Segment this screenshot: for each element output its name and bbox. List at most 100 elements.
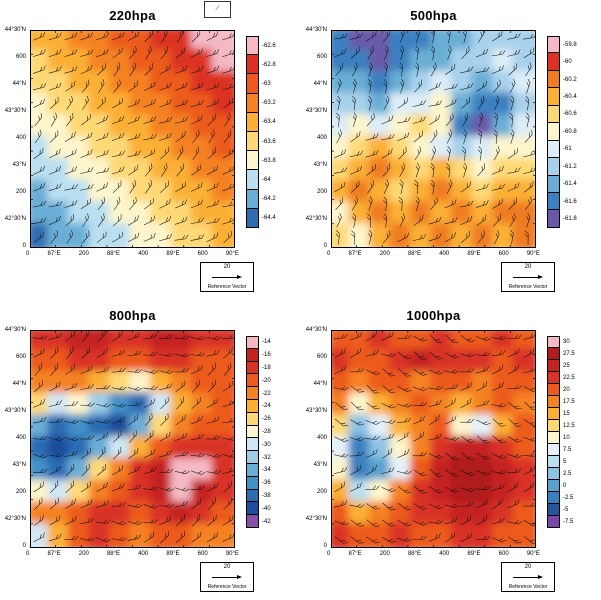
- panel-title: 220hpa: [109, 8, 156, 23]
- colorbar-swatch: [547, 158, 560, 176]
- contour-plot: [331, 30, 536, 248]
- colorbar-row: -42: [246, 515, 271, 528]
- panel-title: 1000hpa: [406, 308, 461, 323]
- panel-1000hpa: 1000hpa 44°30'N 600 44°N 43°30'N 400 43°N 200 4…: [301, 300, 601, 600]
- colorbar-label: -64.4: [262, 215, 276, 222]
- colorbar: -14 -16 -18 -20 -22 -24 -26 -28 -30 -32 -34 -36 -38 -…: [246, 336, 271, 528]
- colorbar-label: -64: [262, 176, 271, 183]
- colorbar-label: -14: [262, 339, 271, 346]
- contour-plot: [30, 30, 235, 248]
- reference-vector-label: Reference Vector: [508, 284, 548, 290]
- y-tick-label: 600: [15, 54, 26, 60]
- colorbar-swatch: [246, 399, 259, 413]
- colorbar-swatch: [547, 372, 560, 384]
- colorbar-row: -30: [246, 438, 271, 452]
- colorbar-row: -34: [246, 463, 271, 477]
- y-tick-label: 44°N: [12, 381, 26, 387]
- colorbar-row: -62.8: [246, 55, 276, 75]
- reference-vector-label: Reference Vector: [207, 584, 247, 590]
- colorbar: -62.6 -62.8 -63 -63.2 -63.4 -63.6 -63.8 -64 -64.…: [246, 36, 276, 228]
- colorbar-row: -28: [246, 425, 271, 439]
- colorbar-swatch: [246, 151, 259, 171]
- reference-vector-value: 20: [223, 264, 231, 270]
- plot-border: [331, 330, 536, 548]
- colorbar-swatch: [547, 123, 560, 141]
- colorbar-label: -5: [563, 507, 569, 513]
- y-tick-label: 44°30'N: [305, 327, 327, 333]
- x-tick-label: 87°E: [348, 251, 362, 257]
- colorbar-row: -16: [246, 348, 271, 362]
- wind-barbs: [32, 30, 235, 244]
- colorbar-row: -38: [246, 489, 271, 503]
- y-tick-label: 42°30'N: [305, 216, 327, 222]
- y-tick-label: 43°30'N: [4, 108, 26, 114]
- colorbar-label: -63.4: [262, 119, 276, 126]
- colorbar-label: -60: [563, 59, 572, 66]
- colorbar-label: -18: [262, 364, 271, 371]
- colorbar-label: -61.8: [563, 216, 577, 223]
- plot-border: [30, 30, 235, 248]
- colorbar-row: -63: [246, 74, 276, 94]
- colorbar-row: -59.8: [547, 36, 577, 54]
- y-tick-label: 43°N: [313, 162, 327, 168]
- x-tick-label: 89°E: [166, 551, 180, 557]
- y-tick-label: 200: [15, 489, 26, 495]
- colorbar-swatch: [547, 105, 560, 124]
- colorbar-row: -40: [246, 502, 271, 516]
- contour-plot: [331, 330, 536, 548]
- y-tick-label: 400: [316, 135, 327, 141]
- x-tick-label: 88°E: [407, 251, 422, 257]
- x-tick-label: 200: [379, 251, 390, 257]
- colorbar-swatch: [246, 438, 259, 452]
- reference-vector-arrow-icon: [513, 575, 543, 580]
- colorbar-row: -61: [547, 140, 577, 159]
- colorbar-label: -30: [262, 441, 271, 448]
- colorbar-row: 17.5: [547, 396, 575, 408]
- wind-barbs: [333, 331, 536, 544]
- y-tick-label: 400: [15, 435, 26, 441]
- colorbar: -59.8 -60 -60.2 -60.4 -60.6 -60.8 -61 -61.2 -61.…: [547, 36, 577, 228]
- colorbar-swatch: [547, 504, 560, 516]
- reference-vector-value: 20: [524, 264, 532, 270]
- colorbar-swatch: [547, 384, 560, 396]
- y-tick-label: 44°N: [313, 81, 327, 87]
- colorbar-label: -28: [262, 428, 271, 435]
- x-tick-label: 89°E: [467, 251, 481, 257]
- reference-vector-arrow-icon: [212, 275, 242, 280]
- colorbar-swatch: [547, 210, 560, 228]
- colorbar-swatch: [547, 492, 560, 504]
- colorbar-row: -24: [246, 399, 271, 413]
- y-tick-label: 42°30'N: [305, 516, 327, 522]
- y-tick-label: 400: [316, 435, 327, 441]
- colorbar-swatch: [547, 140, 560, 159]
- colorbar-label: -60.8: [563, 128, 577, 135]
- colorbar-swatch: [547, 432, 560, 444]
- colorbar-swatch: [246, 412, 259, 426]
- x-tick-label: 600: [197, 551, 208, 557]
- colorbar-swatch: [246, 348, 259, 362]
- reference-vector-arrow-icon: [212, 575, 242, 580]
- x-tick-label: 88°E: [106, 551, 121, 557]
- x-tick-label: 89°E: [467, 551, 481, 557]
- colorbar-row: -61.6: [547, 192, 577, 211]
- colorbar-label: -63: [262, 80, 271, 87]
- colorbar-row: 7.5: [547, 444, 575, 456]
- colorbar-row: 0: [547, 480, 575, 492]
- x-tick-label: 89°E: [166, 251, 180, 257]
- colorbar-row: -14: [246, 336, 271, 349]
- colorbar-swatch: [547, 36, 560, 54]
- colorbar: 30 27.5 25 22.5 20 17.5 15 12.5 10 7.5 5 2.5 0 -2.5 -5…: [547, 336, 575, 528]
- x-tick-label: 200: [78, 551, 89, 557]
- reference-vector-box: 20 Reference Vector: [501, 262, 555, 292]
- y-tick-label: 600: [316, 354, 327, 360]
- x-tick-label: 400: [439, 251, 450, 257]
- colorbar-row: 12.5: [547, 420, 575, 432]
- colorbar-row: 30: [547, 336, 575, 348]
- colorbar-label: -62.8: [262, 61, 276, 68]
- colorbar-row: -60.6: [547, 105, 577, 124]
- colorbar-row: -62.6: [246, 36, 276, 56]
- x-tick-label: 200: [379, 551, 390, 557]
- y-axis-labels: 44°30'N 600 44°N 43°30'N 400 43°N 200 42°30'N 0: [301, 27, 329, 249]
- colorbar-row: -61.2: [547, 158, 577, 176]
- y-axis-labels: 44°30'N 600 44°N 43°30'N 400 43°N 200 42°30'N 0: [0, 27, 28, 249]
